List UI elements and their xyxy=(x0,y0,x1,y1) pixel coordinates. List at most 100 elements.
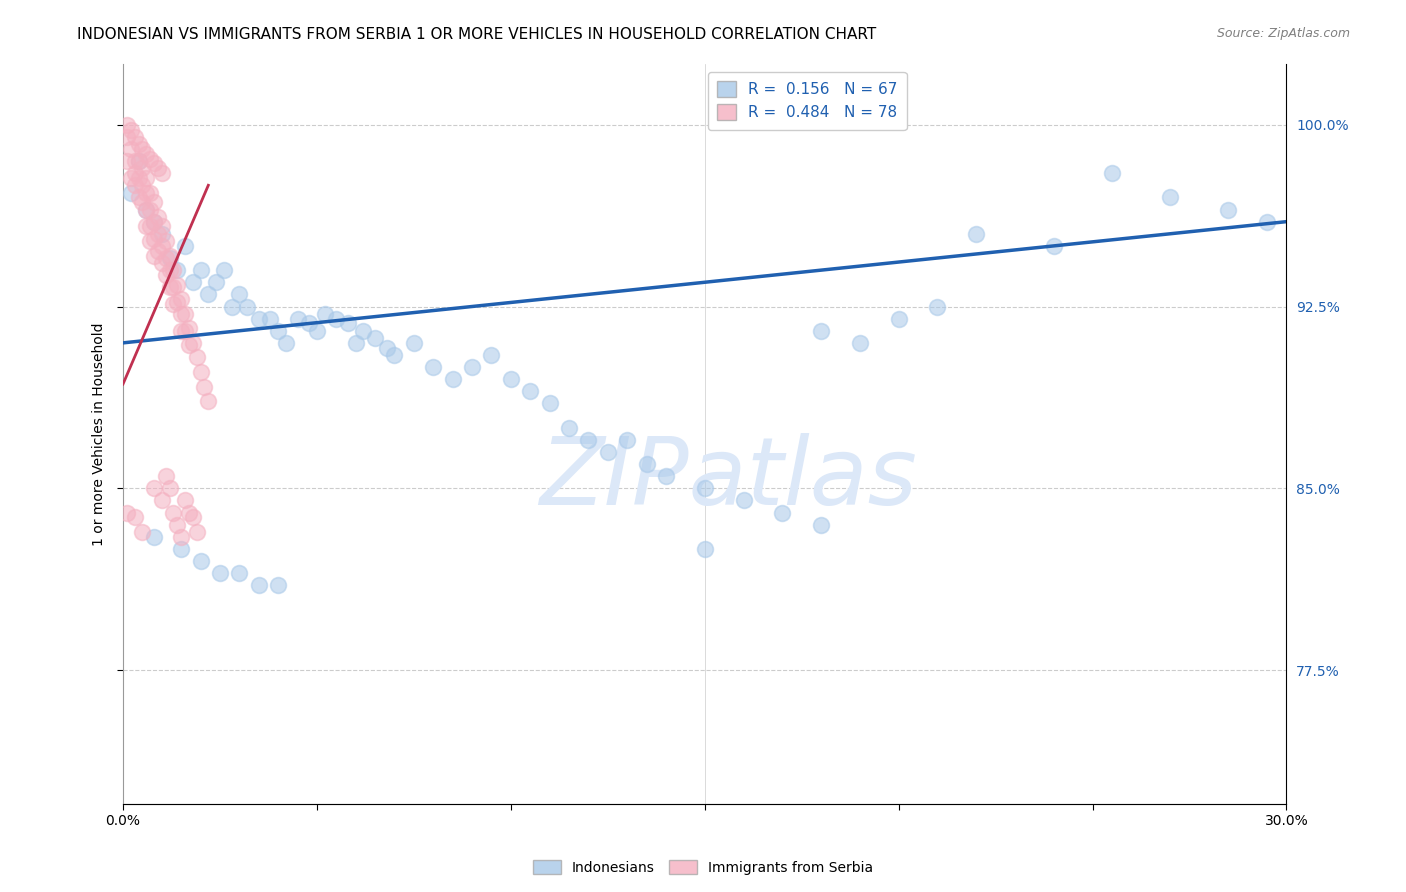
Point xyxy=(120,122,142,136)
Point xyxy=(441,372,464,386)
Point xyxy=(177,321,200,335)
Point xyxy=(616,433,638,447)
Point xyxy=(143,530,166,544)
Point xyxy=(150,227,173,241)
Point xyxy=(162,297,184,311)
Point xyxy=(131,142,153,156)
Point xyxy=(115,154,138,169)
Text: INDONESIAN VS IMMIGRANTS FROM SERBIA 1 OR MORE VEHICLES IN HOUSEHOLD CORRELATION: INDONESIAN VS IMMIGRANTS FROM SERBIA 1 O… xyxy=(77,27,876,42)
Point xyxy=(228,287,250,301)
Point xyxy=(155,469,177,483)
Text: Source: ZipAtlas.com: Source: ZipAtlas.com xyxy=(1216,27,1350,40)
Point xyxy=(170,292,193,306)
Point xyxy=(267,324,290,338)
Point xyxy=(352,324,374,338)
Point xyxy=(298,317,321,331)
Point xyxy=(499,372,522,386)
Point xyxy=(131,195,153,210)
Point xyxy=(146,227,169,241)
Point xyxy=(770,506,793,520)
Point xyxy=(162,506,184,520)
Point xyxy=(120,142,142,156)
Point xyxy=(143,249,166,263)
Point xyxy=(181,275,204,289)
Text: ZIPatlas: ZIPatlas xyxy=(538,433,917,524)
Point xyxy=(576,433,599,447)
Point xyxy=(849,335,872,350)
Point xyxy=(538,396,561,410)
Point xyxy=(120,171,142,186)
Point xyxy=(139,186,162,200)
Point xyxy=(135,186,157,200)
Point xyxy=(221,300,243,314)
Point xyxy=(120,186,142,200)
Point xyxy=(1256,214,1278,228)
Point xyxy=(135,202,157,217)
Point xyxy=(115,118,138,132)
Point xyxy=(693,541,716,556)
Point xyxy=(1101,166,1123,180)
Point xyxy=(150,166,173,180)
Point xyxy=(115,506,138,520)
Y-axis label: 1 or more Vehicles in Household: 1 or more Vehicles in Household xyxy=(93,322,107,546)
Point xyxy=(314,307,336,321)
Point xyxy=(143,481,166,495)
Point xyxy=(170,307,193,321)
Point xyxy=(143,156,166,170)
Point xyxy=(146,210,169,224)
Point xyxy=(1218,202,1240,217)
Point xyxy=(197,394,219,409)
Point xyxy=(174,307,197,321)
Point xyxy=(181,510,204,524)
Point xyxy=(190,554,212,568)
Point xyxy=(135,171,157,186)
Point xyxy=(124,178,146,193)
Point xyxy=(166,263,188,277)
Point xyxy=(197,287,219,301)
Point xyxy=(186,524,208,539)
Point xyxy=(177,506,200,520)
Point xyxy=(150,256,173,270)
Point xyxy=(596,445,619,459)
Point xyxy=(965,227,987,241)
Point xyxy=(174,239,197,253)
Point xyxy=(131,524,153,539)
Point xyxy=(155,234,177,248)
Point xyxy=(115,129,138,144)
Point xyxy=(208,566,231,581)
Point xyxy=(155,251,177,265)
Point xyxy=(128,137,150,152)
Point xyxy=(131,161,153,176)
Point xyxy=(212,263,235,277)
Point xyxy=(236,300,259,314)
Point xyxy=(305,324,328,338)
Point xyxy=(128,190,150,204)
Point xyxy=(325,311,347,326)
Point xyxy=(1159,190,1181,204)
Point xyxy=(143,195,166,210)
Point xyxy=(190,365,212,379)
Point xyxy=(166,294,188,309)
Point xyxy=(135,219,157,234)
Point xyxy=(162,280,184,294)
Point xyxy=(733,493,755,508)
Point xyxy=(150,493,173,508)
Point xyxy=(135,202,157,217)
Point xyxy=(143,214,166,228)
Point xyxy=(159,280,181,294)
Point xyxy=(124,129,146,144)
Point xyxy=(177,338,200,352)
Point xyxy=(124,510,146,524)
Point xyxy=(159,251,181,265)
Point xyxy=(247,578,270,592)
Point xyxy=(170,541,193,556)
Point xyxy=(384,348,406,362)
Point xyxy=(336,317,359,331)
Point xyxy=(693,481,716,495)
Point xyxy=(927,300,949,314)
Point xyxy=(375,341,398,355)
Point xyxy=(135,146,157,161)
Point xyxy=(274,335,297,350)
Point xyxy=(364,331,387,345)
Point xyxy=(655,469,678,483)
